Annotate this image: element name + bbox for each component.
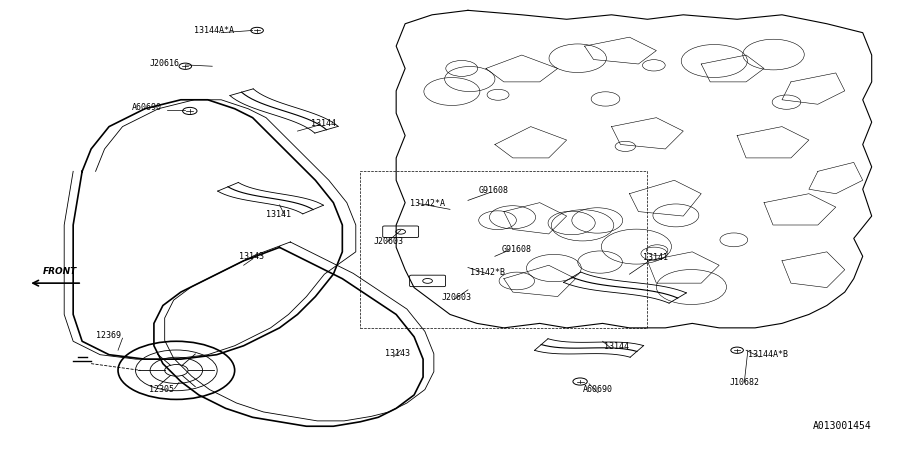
Text: 13141: 13141 xyxy=(643,253,668,262)
Text: 12305: 12305 xyxy=(149,385,175,394)
Text: 13142*A: 13142*A xyxy=(410,199,445,208)
Text: 13143: 13143 xyxy=(385,349,410,358)
Text: A60690: A60690 xyxy=(583,385,613,394)
Text: 13144A*A: 13144A*A xyxy=(194,26,234,35)
Text: A013001454: A013001454 xyxy=(813,421,872,431)
Text: 13144: 13144 xyxy=(604,342,629,351)
Text: 13144: 13144 xyxy=(310,118,336,127)
Text: A60690: A60690 xyxy=(131,104,161,112)
Text: 13144A*B: 13144A*B xyxy=(748,350,788,359)
Text: J20603: J20603 xyxy=(441,293,471,302)
Text: J20603: J20603 xyxy=(374,237,404,246)
Text: J20616: J20616 xyxy=(149,58,179,68)
Text: 13141: 13141 xyxy=(266,210,291,219)
Text: 12369: 12369 xyxy=(95,331,121,340)
Text: 13143: 13143 xyxy=(239,252,265,261)
Text: G91608: G91608 xyxy=(502,245,532,254)
Text: FRONT: FRONT xyxy=(42,267,76,276)
Text: J10682: J10682 xyxy=(730,378,760,387)
Text: 13142*B: 13142*B xyxy=(470,268,505,277)
Text: G91608: G91608 xyxy=(479,185,508,194)
